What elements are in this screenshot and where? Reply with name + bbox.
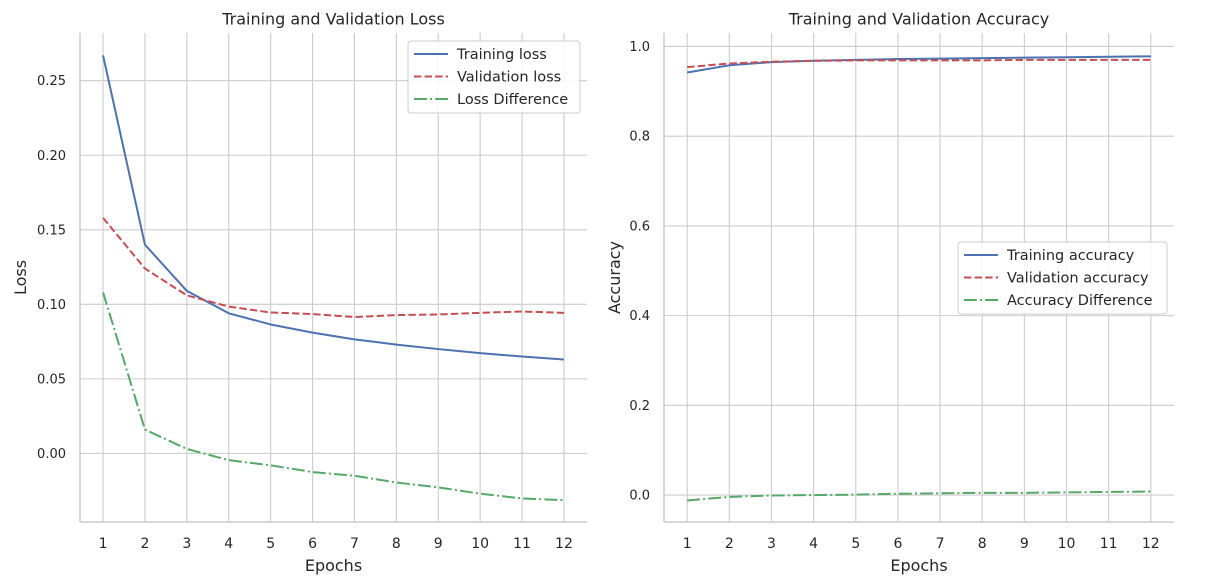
- series-line-validation-loss: [102, 217, 564, 319]
- x-tick-label: 12: [555, 536, 573, 552]
- loss-chart-panel: 0.000.050.100.150.200.251 2 3 4 5 6 7 8 9 10 11 12T…: [11, 10, 587, 575]
- x-tick-label: 6: [308, 536, 317, 552]
- y-tick-label: 0.20: [37, 149, 66, 164]
- x-tick-label: 5: [266, 536, 275, 552]
- x-tick-label: 7: [936, 536, 945, 552]
- legend: Training loss Validation loss Loss Differe…: [407, 40, 581, 114]
- x-tick-label: 12: [1142, 536, 1160, 552]
- x-tick-label: 4: [224, 536, 233, 552]
- accuracy-chart-panel: 0.00.20.40.60.81.01 2 3 4 5 6 7 8 9 10 11 12Trainin…: [605, 10, 1174, 575]
- x-tick-label: 2: [725, 536, 734, 552]
- series-line-accuracy-difference: [687, 490, 1151, 502]
- y-tick-label: 1.0: [629, 40, 650, 55]
- y-tick-label: 0.00: [37, 447, 66, 462]
- y-tick-label: 0.25: [37, 74, 66, 89]
- x-tick-label: 8: [392, 536, 401, 552]
- series-line-training-loss: [102, 55, 565, 361]
- x-axis-label: Epochs: [890, 556, 947, 575]
- x-tick-label: 11: [513, 536, 531, 552]
- legend-box: [407, 40, 581, 114]
- y-tick-label: 0.10: [37, 298, 66, 313]
- x-tick-label: 1: [683, 536, 692, 552]
- y-tick-label: 0.05: [37, 372, 66, 387]
- x-tick-label: 10: [471, 536, 489, 552]
- legend-label: Loss Difference: [457, 92, 568, 108]
- x-tick-label: 5: [851, 536, 860, 552]
- x-tick-label: 8: [978, 536, 987, 552]
- series-line-loss-difference: [102, 292, 564, 502]
- y-tick-label: 0.6: [629, 219, 650, 234]
- legend-label: Training loss: [456, 47, 547, 63]
- y-tick-label: 0.8: [629, 130, 650, 145]
- x-axis-label: Epochs: [305, 556, 362, 575]
- legend: Training accuracy Validation accuracy Accu…: [957, 241, 1168, 315]
- y-tick-label: 0.4: [629, 309, 650, 324]
- series-line-validation-accuracy: [687, 58, 1151, 69]
- x-tick-label: 9: [1020, 536, 1029, 552]
- chart-title: Training and Validation Accuracy: [788, 10, 1050, 29]
- y-tick-label: 0.15: [37, 223, 66, 238]
- x-tick-label: 4: [809, 536, 818, 552]
- y-axis-label: Loss: [11, 260, 30, 295]
- x-tick-label: 3: [182, 536, 191, 552]
- legend-label: Training accuracy: [1006, 248, 1135, 264]
- legend-box: [957, 241, 1168, 315]
- legend-label: Accuracy Difference: [1007, 293, 1153, 309]
- x-tick-label: 11: [1100, 536, 1118, 552]
- x-tick-label: 6: [893, 536, 902, 552]
- y-axis-label: Accuracy: [605, 241, 624, 314]
- y-tick-label: 0.2: [629, 399, 650, 414]
- x-tick-label: 1: [99, 536, 108, 552]
- x-tick-label: 2: [140, 536, 149, 552]
- x-tick-label: 9: [434, 536, 443, 552]
- legend-label: Validation loss: [457, 70, 561, 86]
- chart-title: Training and Validation Loss: [221, 10, 445, 29]
- x-tick-label: 3: [767, 536, 776, 552]
- series-line-training-accuracy: [687, 55, 1151, 74]
- x-tick-label: 10: [1058, 536, 1076, 552]
- legend-label: Validation accuracy: [1007, 271, 1149, 287]
- y-tick-label: 0.0: [629, 489, 650, 504]
- x-tick-label: 7: [350, 536, 359, 552]
